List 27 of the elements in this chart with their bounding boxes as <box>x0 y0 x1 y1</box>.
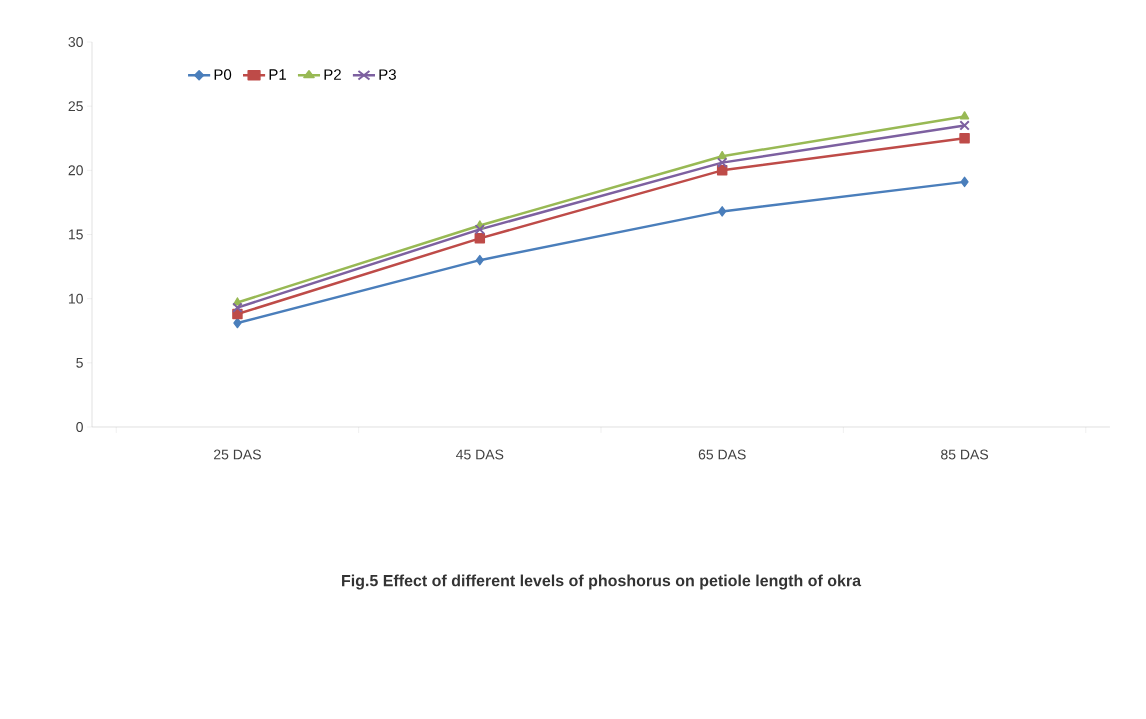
point <box>474 233 486 244</box>
legend-label: P1 <box>269 69 286 80</box>
legend-label: P0 <box>214 69 232 80</box>
y-tick-label: 25 <box>68 101 83 112</box>
legend-label: P2 <box>324 69 341 80</box>
point <box>960 176 969 188</box>
x-tick-label: 45 DAS <box>456 449 504 460</box>
y-tick-label: 20 <box>68 165 83 176</box>
y-tick-label: 30 <box>68 37 83 47</box>
point <box>232 302 243 313</box>
legend-label: P3 <box>379 69 396 80</box>
point <box>474 224 486 235</box>
point <box>718 206 727 217</box>
point <box>716 165 728 176</box>
x-tick-label: 85 DAS <box>941 449 989 460</box>
point <box>959 133 970 144</box>
y-tick-label: 10 <box>68 293 83 304</box>
y-tick-label: 0 <box>76 422 83 432</box>
y-tick-label: 15 <box>68 229 83 240</box>
x-tick-label: 65 DAS <box>698 449 746 460</box>
point <box>959 120 970 131</box>
x-tick-label: 25 DAS <box>214 449 261 460</box>
y-tick-label: 5 <box>76 357 83 368</box>
text: Fig.5 Effect of different levels of phoshorus on petiole length of okra <box>342 574 862 590</box>
point <box>959 111 970 120</box>
point <box>716 157 728 168</box>
point <box>475 254 484 266</box>
